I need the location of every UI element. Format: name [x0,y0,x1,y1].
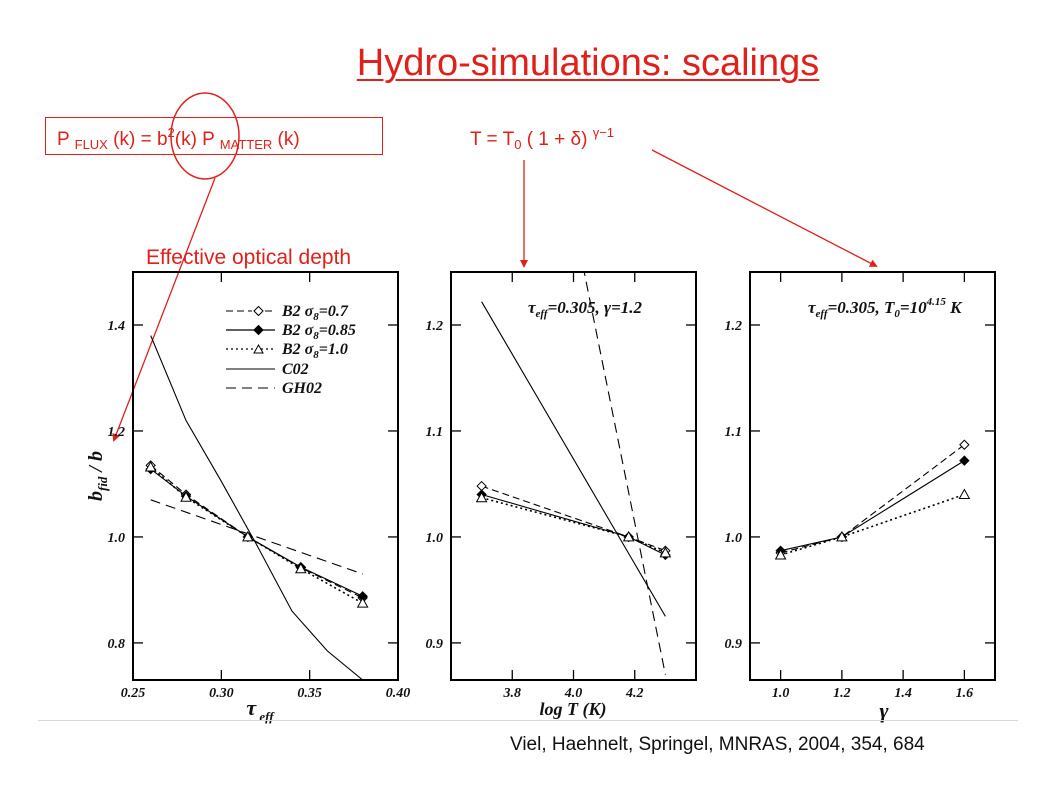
x-tick-label: 4.0 [564,686,583,701]
data-layer [150,335,364,680]
series-line-b2-8-1-0 [481,496,666,554]
data-point-diamond [476,480,487,492]
y-tick-label: 0.9 [725,637,743,652]
flux-equation: P FLUX (k) = b2(k) P MATTER (k) [57,125,300,152]
plot-frame [749,271,996,681]
series-line-b2-8-0-7 [150,464,363,599]
y-tick-label: 1.2 [725,319,743,334]
y-tick-label: 1.2 [108,425,126,440]
plot-panel-gamma: γ τeff=0.305, T0=104.15 K 1.0 1.2 1.4 1.6 0.… [725,271,996,723]
y-tick-label: 1.0 [426,531,444,546]
y-tick-label: 1.1 [725,425,743,440]
legend-marker-sigma085 [253,324,264,336]
data-layer [780,444,965,556]
arrow-to-panel1 [112,177,216,442]
eq1-part-b: (k) = b [107,129,168,150]
legend-label-sigma10: B2 σ8=1.0 [281,341,348,361]
x-tick-label: 3.8 [503,686,522,701]
y-axis-label: bfid / b [85,451,110,501]
plot-panel-log-t: log T (K) τeff=0.305, γ=1.2 3.8 4.0 4.2 0.9… [426,271,697,720]
data-layer [481,272,666,675]
series-line-gh02 [150,499,363,575]
eq2-sub-0: 0 [514,137,522,152]
series-line-b2-8-1-0 [150,466,364,604]
eq1-part-pm: (k) P [174,129,215,150]
optical-depth-annotation: Effective optical depth [146,246,352,269]
legend-marker-sigma10 [253,343,264,354]
series-line-c02 [481,301,666,617]
x-tick-label: 0.25 [121,686,146,701]
y-tick-label: 1.1 [426,425,444,440]
arrow-to-panel3 [651,149,878,267]
series-line-b2-8-0-7 [780,444,965,554]
data-point-triangle [774,548,787,560]
y-tick-label: 1.0 [725,531,743,546]
slide-title-text: Hydro-simulations: scalings [356,42,820,84]
x-tick-label: 4.2 [625,686,644,701]
legend-label-c02: C02 [282,361,309,378]
legend-label-sigma07: B2 σ8=0.7 [281,303,349,323]
data-point-triangle [144,460,157,472]
x-tick-label: 0.30 [209,686,234,701]
series-line-b2-8-0-85 [481,493,666,556]
x-axis-label: γ [879,698,889,723]
data-point-triangle [294,562,307,574]
eq1-sub-flux: FLUX [74,137,108,152]
y-tick-label: 0.8 [108,637,126,652]
y-tick-label: 0.9 [426,637,444,652]
data-point-diamond [959,455,970,466]
eq1-part-p: P [57,129,70,150]
flux-equation-box [45,117,383,155]
eq2-part-t: T = T [470,129,515,150]
temperature-equation: T = T0 ( 1 + δ) γ−1 [470,125,614,152]
data-point-triangle [475,491,488,503]
x-axis-label: log T (K) [540,699,607,720]
y-tick-label: 1.4 [108,319,126,334]
slide-title: Hydro-simulations: scalings [0,42,1058,85]
divider-line [38,720,1018,721]
eq2-part-delta: ( 1 + δ) [521,129,593,150]
eq1-sub-matter: MATTER [219,137,273,152]
data-point-triangle [180,491,192,502]
panel-annotation: τeff=0.305, γ=1.2 [528,298,643,320]
x-tick-label: 0.35 [297,686,322,701]
series-line-b2-8-0-85 [150,468,363,597]
x-tick-label: 1.6 [956,686,974,701]
eq2-sup-gamma: γ−1 [592,125,615,140]
legend: B2 σ8=0.7 B2 σ8=0.85 B2 σ8=1.0 C02 GH02 [226,303,356,397]
plot-frame [132,271,399,681]
data-point-triangle [622,530,635,542]
data-point-triangle [241,530,254,542]
x-tick-label: 1.2 [833,686,851,701]
data-point-diamond [959,439,970,450]
series-line-gh02 [583,272,666,675]
citation: Viel, Haehnelt, Springel, MNRAS, 2004, 3… [510,734,925,755]
x-tick-label: 1.0 [772,686,790,701]
legend-marker-sigma07 [253,305,264,317]
b2-highlight-ellipse [170,92,240,180]
data-point-triangle [659,546,672,558]
x-tick-label: 0.40 [386,686,411,701]
data-point-diamond [357,591,368,602]
plot-frame [450,271,697,681]
data-point-triangle [356,597,369,608]
y-tick-label: 1.0 [108,531,126,546]
data-point-triangle [958,488,971,500]
legend-label-sigma085: B2 σ8=0.85 [281,322,356,342]
x-tick-label: 1.4 [894,686,912,701]
panel-annotation: τeff=0.305, T0=104.15 K [808,296,963,320]
eq1-part-k: (k) [272,129,300,150]
y-tick-label: 1.2 [426,319,444,334]
legend-label-gh02: GH02 [282,380,322,397]
series-line-c02 [150,335,364,680]
data-point-triangle [836,530,848,542]
series-line-b2-8-1-0 [780,493,965,556]
plot-panel-tau-eff: bfid / b τ eff B2 σ8=0.7 B2 σ8=0.85 B2 σ… [85,271,411,724]
series-line-b2-8-0-85 [780,460,965,552]
